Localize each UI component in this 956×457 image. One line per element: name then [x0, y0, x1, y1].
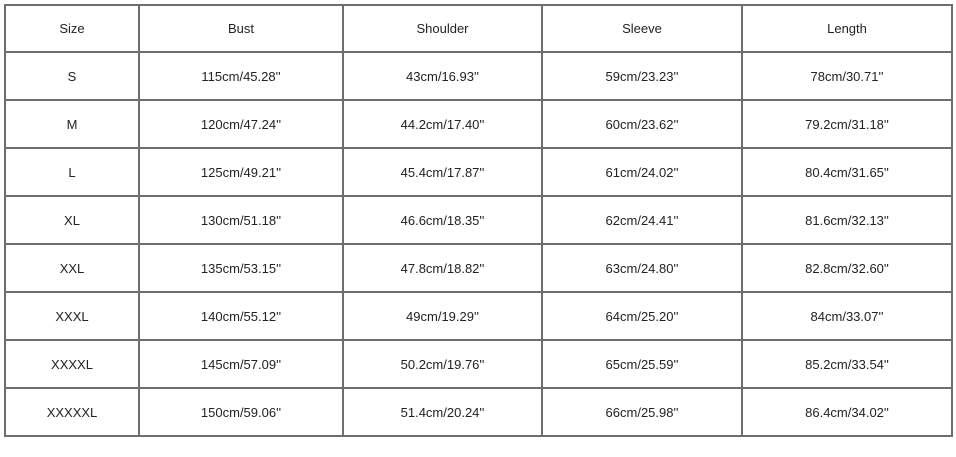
header-length: Length	[741, 4, 953, 53]
cell-bust: 140cm/55.12''	[138, 291, 344, 341]
table-row: XXXXL 145cm/57.09'' 50.2cm/19.76'' 65cm/25.…	[4, 339, 953, 389]
cell-bust: 115cm/45.28''	[138, 51, 344, 101]
table-row: XXXL 140cm/55.12'' 49cm/19.29'' 64cm/25.20'…	[4, 291, 953, 341]
table-row: XL 130cm/51.18'' 46.6cm/18.35'' 62cm/24.41'…	[4, 195, 953, 245]
cell-sleeve: 60cm/23.62''	[541, 99, 743, 149]
cell-size: XXXXL	[4, 339, 140, 389]
header-row: Size Bust Shoulder Sleeve Length	[4, 4, 953, 53]
cell-sleeve: 63cm/24.80''	[541, 243, 743, 293]
cell-length: 85.2cm/33.54''	[741, 339, 953, 389]
cell-size: L	[4, 147, 140, 197]
header-sleeve: Sleeve	[541, 4, 743, 53]
cell-size: XL	[4, 195, 140, 245]
cell-sleeve: 65cm/25.59''	[541, 339, 743, 389]
size-chart-table: Size Bust Shoulder Sleeve Length S 115cm/45.28…	[4, 4, 953, 437]
cell-shoulder: 51.4cm/20.24''	[342, 387, 543, 437]
cell-length: 81.6cm/32.13''	[741, 195, 953, 245]
table-row: L 125cm/49.21'' 45.4cm/17.87'' 61cm/24.02''…	[4, 147, 953, 197]
cell-sleeve: 66cm/25.98''	[541, 387, 743, 437]
cell-length: 82.8cm/32.60''	[741, 243, 953, 293]
cell-shoulder: 43cm/16.93''	[342, 51, 543, 101]
cell-shoulder: 45.4cm/17.87''	[342, 147, 543, 197]
cell-bust: 125cm/49.21''	[138, 147, 344, 197]
table-row: S 115cm/45.28'' 43cm/16.93'' 59cm/23.23'' 78…	[4, 51, 953, 101]
cell-size: XXXL	[4, 291, 140, 341]
cell-size: XXL	[4, 243, 140, 293]
table-row: M 120cm/47.24'' 44.2cm/17.40'' 60cm/23.62''…	[4, 99, 953, 149]
cell-shoulder: 46.6cm/18.35''	[342, 195, 543, 245]
cell-sleeve: 59cm/23.23''	[541, 51, 743, 101]
cell-length: 79.2cm/31.18''	[741, 99, 953, 149]
cell-size: M	[4, 99, 140, 149]
cell-sleeve: 64cm/25.20''	[541, 291, 743, 341]
cell-shoulder: 50.2cm/19.76''	[342, 339, 543, 389]
cell-size: XXXXXL	[4, 387, 140, 437]
cell-shoulder: 47.8cm/18.82''	[342, 243, 543, 293]
cell-length: 84cm/33.07''	[741, 291, 953, 341]
cell-length: 78cm/30.71''	[741, 51, 953, 101]
cell-bust: 120cm/47.24''	[138, 99, 344, 149]
cell-bust: 145cm/57.09''	[138, 339, 344, 389]
table-row: XXXXXL 150cm/59.06'' 51.4cm/20.24'' 66cm/25…	[4, 387, 953, 437]
header-shoulder: Shoulder	[342, 4, 543, 53]
cell-size: S	[4, 51, 140, 101]
header-bust: Bust	[138, 4, 344, 53]
cell-bust: 130cm/51.18''	[138, 195, 344, 245]
cell-length: 86.4cm/34.02''	[741, 387, 953, 437]
header-size: Size	[4, 4, 140, 53]
cell-shoulder: 49cm/19.29''	[342, 291, 543, 341]
cell-sleeve: 61cm/24.02''	[541, 147, 743, 197]
cell-bust: 150cm/59.06''	[138, 387, 344, 437]
cell-bust: 135cm/53.15''	[138, 243, 344, 293]
table-row: XXL 135cm/53.15'' 47.8cm/18.82'' 63cm/24.80…	[4, 243, 953, 293]
cell-sleeve: 62cm/24.41''	[541, 195, 743, 245]
cell-length: 80.4cm/31.65''	[741, 147, 953, 197]
cell-shoulder: 44.2cm/17.40''	[342, 99, 543, 149]
